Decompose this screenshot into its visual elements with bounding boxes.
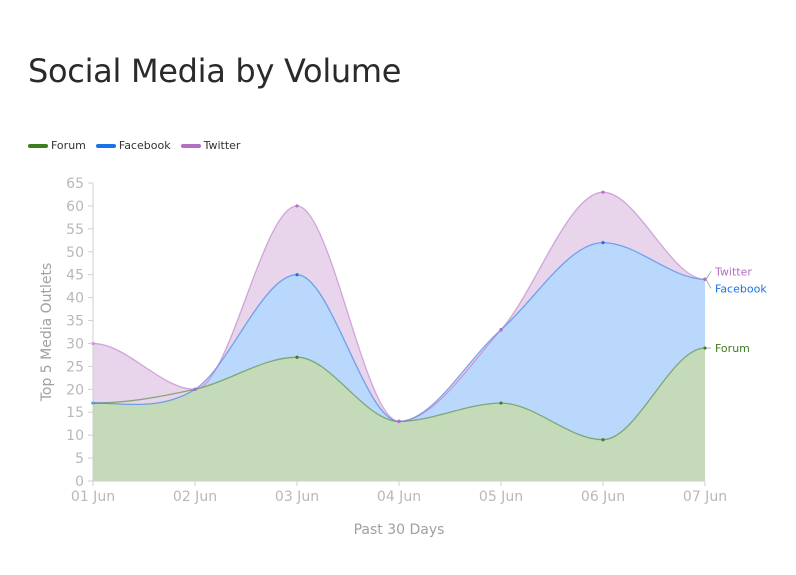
point-facebook-03-jun[interactable] <box>295 273 299 277</box>
x-tick-label: 07 Jun <box>683 489 727 505</box>
chart-legend: Forum Facebook Twitter <box>28 139 240 152</box>
legend-label-twitter: Twitter <box>203 139 241 152</box>
x-tick-label: 04 Jun <box>377 489 421 505</box>
point-facebook-06-jun[interactable] <box>601 241 605 245</box>
legend-item-twitter[interactable]: Twitter <box>180 139 241 152</box>
series-areas <box>93 192 705 481</box>
point-twitter-03-jun[interactable] <box>295 204 299 208</box>
point-twitter-07-jun[interactable] <box>703 277 707 281</box>
y-tick-label: 50 <box>66 245 84 261</box>
y-tick-label: 45 <box>66 268 84 284</box>
x-tick-label: 05 Jun <box>479 489 523 505</box>
x-tick-label: 01 Jun <box>71 489 115 505</box>
y-tick-label: 60 <box>66 199 84 215</box>
x-axis-title: Past 30 Days <box>354 522 445 538</box>
legend-swatch-forum <box>28 143 48 148</box>
series-points <box>91 190 707 442</box>
legend-swatch-twitter <box>180 143 201 148</box>
y-tick-label: 10 <box>66 428 84 444</box>
area-twitter <box>93 192 705 422</box>
legend-item-forum[interactable]: Forum <box>28 139 86 152</box>
end-label-connector <box>705 271 712 280</box>
chart-title: Social Media by Volume <box>28 52 402 90</box>
x-tick-label: 06 Jun <box>581 489 625 505</box>
legend-item-facebook[interactable]: Facebook <box>95 139 171 152</box>
series-end-labels: Forum Facebook Twitter <box>705 265 767 355</box>
y-tick-label: 15 <box>66 405 84 421</box>
point-forum-05-jun[interactable] <box>499 401 503 405</box>
end-label-facebook: Facebook <box>715 282 767 295</box>
legend-label-facebook: Facebook <box>118 139 171 152</box>
x-tick-label: 03 Jun <box>275 489 319 505</box>
y-axis-title: Top 5 Media Outlets <box>39 263 55 403</box>
y-tick-label: 55 <box>66 222 84 238</box>
end-label-connector <box>705 279 712 289</box>
end-label-forum: Forum <box>715 342 750 355</box>
end-label-twitter: Twitter <box>714 265 752 278</box>
area-facebook <box>93 242 705 440</box>
y-tick-label: 40 <box>66 291 84 307</box>
area-forum <box>93 348 705 481</box>
y-tick-label: 20 <box>66 382 84 398</box>
point-twitter-05-jun[interactable] <box>499 328 503 332</box>
y-tick-label: 30 <box>66 336 84 352</box>
point-forum-07-jun[interactable] <box>703 346 707 350</box>
point-twitter-02-jun[interactable] <box>193 387 197 391</box>
point-forum-03-jun[interactable] <box>295 355 299 359</box>
point-twitter-06-jun[interactable] <box>601 190 605 194</box>
y-tick-label: 65 <box>66 176 84 192</box>
y-tick-label: 5 <box>75 451 84 467</box>
y-tick-label: 0 <box>75 474 84 490</box>
chart-axes: 0 5 10 15 20 25 30 35 40 45 50 55 60 65 01 Jun 02 Jun 03… <box>66 176 727 505</box>
point-forum-06-jun[interactable] <box>601 438 605 442</box>
legend-label-forum: Forum <box>51 139 86 152</box>
legend-swatch-facebook <box>95 143 116 148</box>
x-tick-label: 02 Jun <box>173 489 217 505</box>
y-tick-label: 25 <box>66 359 84 375</box>
y-tick-label: 35 <box>66 314 84 330</box>
point-twitter-04-jun[interactable] <box>397 419 401 423</box>
